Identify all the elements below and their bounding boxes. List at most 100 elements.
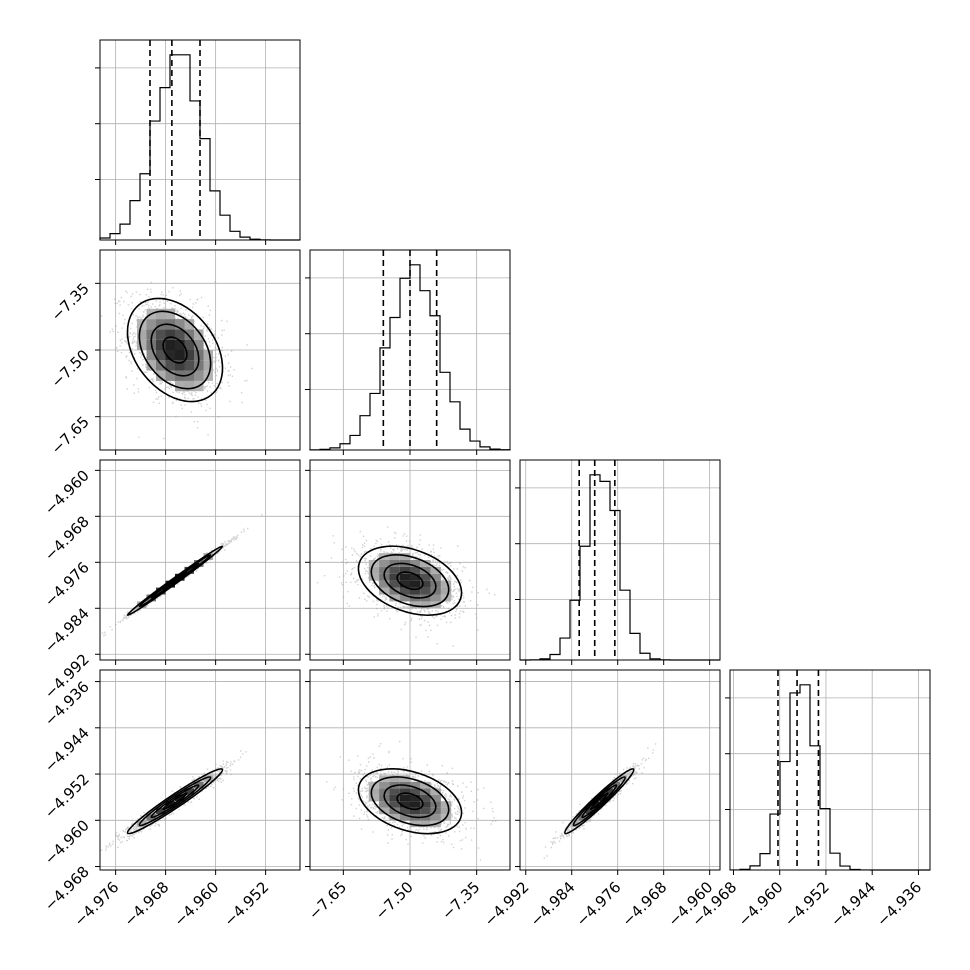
density-cell: [184, 370, 194, 381]
contour-3-0-1: [150, 784, 200, 819]
density-cell: [156, 339, 166, 350]
density-cell: [440, 580, 452, 588]
scatter-panel-3-0: [95, 669, 301, 875]
scatter-panel-1-0: [95, 249, 301, 455]
density-cell: [430, 566, 441, 574]
density-cell: [389, 814, 400, 821]
density-cell: [410, 566, 421, 574]
x-tick-label: −4.960: [735, 878, 787, 930]
density-cell: [156, 807, 166, 815]
density-cell: [389, 801, 400, 808]
density-cell: [440, 801, 452, 808]
density-cell: [440, 587, 452, 595]
density-cell: [184, 788, 194, 795]
y-tick-label: −4.968: [41, 512, 93, 564]
y-tick-label: −4.984: [41, 604, 93, 656]
density-cell: [399, 794, 410, 802]
histogram-3: [729, 684, 930, 871]
density-cell: [175, 339, 185, 350]
density-cell: [368, 794, 380, 802]
density-cell: [146, 360, 156, 371]
density-cell: [165, 350, 175, 361]
density-cell: [410, 587, 421, 595]
density-cell: [410, 601, 421, 609]
density-cell: [389, 587, 400, 595]
x-tick-label: −4.944: [827, 878, 879, 930]
contour-2-1-3: [357, 545, 463, 616]
density-cell: [203, 350, 213, 361]
contour-1-0-0: [162, 336, 188, 364]
density-cell: [137, 339, 147, 350]
y-tick-label: −4.960: [41, 816, 93, 868]
x-tick-label: −4.984: [527, 878, 579, 930]
contour-1-0-1: [150, 323, 200, 377]
density-cell: [420, 573, 431, 581]
density-cell: [410, 560, 421, 567]
density-cell: [389, 794, 400, 802]
density-cell: [399, 814, 410, 821]
panel-frame-3-0: [99, 669, 301, 871]
density-cell: [606, 788, 614, 795]
panel-content-3-0: [100, 670, 300, 870]
density-cell: [410, 807, 421, 815]
density-cell: [420, 820, 431, 828]
density-cell: [137, 329, 147, 340]
density-cell: [156, 308, 166, 320]
density-cell: [184, 319, 194, 330]
density-cell: [389, 594, 400, 602]
density-cell: [399, 587, 410, 595]
density-cell: [420, 781, 431, 789]
panel-content-3-2: [520, 670, 720, 870]
scatter-panel-3-2: [515, 669, 721, 875]
density-cell: [194, 360, 204, 371]
density-cell: [430, 794, 441, 802]
density-cell: [420, 587, 431, 595]
contour-1-0-3: [126, 297, 224, 403]
contour-2-1-0: [396, 571, 424, 591]
x-tick-label: −4.952: [220, 878, 272, 930]
density-cell: [420, 801, 431, 808]
y-tick-label: −4.976: [41, 558, 93, 610]
contour-3-1-1: [383, 784, 437, 819]
density-cell: [203, 553, 213, 560]
x-tick-label: −4.968: [120, 878, 172, 930]
contour-3-1-2: [370, 776, 450, 827]
density-cell: [410, 820, 421, 828]
density-cell: [389, 573, 400, 581]
hist-frame-0: [99, 39, 301, 241]
density-cell: [203, 360, 213, 371]
density-cell: [430, 594, 441, 602]
x-tick-label: −4.992: [481, 878, 533, 930]
density-cell: [599, 794, 607, 802]
density-cell: [399, 788, 410, 795]
contour-1-0-2: [138, 310, 212, 390]
density-cell: [175, 319, 185, 330]
density-cell: [165, 360, 175, 371]
density-cell: [571, 820, 579, 828]
contour-3-2-3: [564, 768, 635, 835]
density-cell: [379, 566, 390, 574]
density-cell: [410, 580, 421, 588]
density-cell: [410, 801, 421, 808]
y-tick-label: −7.65: [48, 413, 93, 458]
density-cell: [156, 319, 166, 330]
density-cell: [368, 566, 380, 574]
density-cell: [410, 788, 421, 795]
contour-3-2-2: [572, 776, 626, 827]
panel-frame-2-0: [99, 459, 301, 661]
hist-panel-2: [515, 459, 721, 665]
x-tick-label: −4.952: [781, 878, 833, 930]
density-cell: [379, 587, 390, 595]
contour-3-2-1: [581, 784, 618, 819]
density-cell: [592, 801, 600, 808]
y-tick-label: −7.35: [48, 279, 93, 324]
density-cell: [620, 775, 627, 782]
x-tick-label: −7.35: [438, 878, 483, 923]
density-cell: [379, 788, 390, 795]
x-tick-label: −4.976: [573, 878, 625, 930]
density-cell: [156, 329, 166, 340]
contour-3-1-3: [357, 768, 463, 835]
density-cell: [194, 370, 204, 381]
panel-content-1-0: [100, 250, 300, 450]
